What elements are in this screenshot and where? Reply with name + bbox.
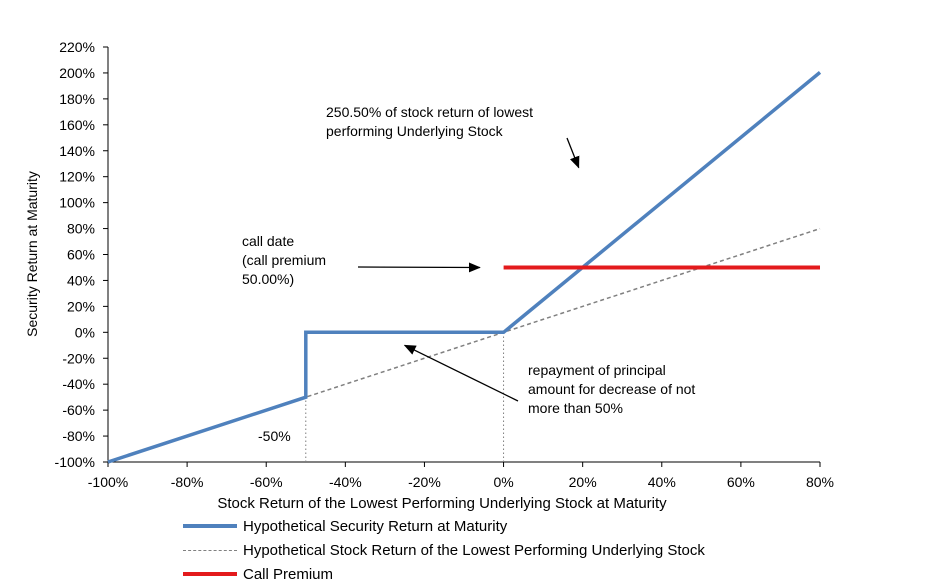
y-tick-label: -80% [62, 428, 95, 444]
annotation-minus-50: -50% [258, 428, 291, 444]
annotation-line: call date [242, 233, 294, 249]
legend-label: Hypothetical Stock Return of the Lowest … [243, 542, 705, 559]
legend: Hypothetical Security Return at Maturity… [183, 514, 903, 586]
x-tick-label: 0% [493, 474, 513, 490]
legend-swatch-call-premium [183, 572, 237, 576]
y-tick-label: 60% [67, 247, 95, 263]
annotation-principal-repayment: repayment of principal amount for decreas… [528, 362, 695, 416]
annotation-line: (call premium [242, 252, 326, 268]
y-tick-label: -60% [62, 402, 95, 418]
x-tick-label: -20% [408, 474, 441, 490]
x-axis-title: Stock Return of the Lowest Performing Un… [217, 495, 667, 512]
reference-lines [306, 332, 504, 462]
y-axis-title: Security Return at Maturity [24, 171, 40, 337]
x-tick-label: -100% [88, 474, 128, 490]
x-tick-label: 20% [569, 474, 597, 490]
y-tick-label: 200% [59, 65, 95, 81]
y-tick-label: -100% [55, 454, 95, 470]
annotation-participation: 250.50% of stock return of lowest perform… [326, 104, 533, 139]
y-tick-label: 20% [67, 298, 95, 314]
y-tick-label: 40% [67, 272, 95, 288]
x-tick-label: 40% [648, 474, 676, 490]
y-tick-label: -20% [62, 350, 95, 366]
annotation-line: performing Underlying Stock [326, 123, 504, 139]
annotation-arrow [405, 345, 518, 401]
x-tick-label: 80% [806, 474, 834, 490]
annotation-line: 50.00%) [242, 271, 294, 287]
legend-item-call-premium: Call Premium [183, 562, 903, 586]
x-tick-label: -60% [250, 474, 283, 490]
y-tick-label: 0% [75, 324, 95, 340]
annotation-line: repayment of principal [528, 362, 666, 378]
annotation-line: more than 50% [528, 400, 623, 416]
payoff-chart: -100% -80% -60% -40% -20% 0% 20% 40% 60% 80% 100% 1… [0, 0, 940, 515]
y-tick-label: -40% [62, 376, 95, 392]
legend-label: Call Premium [243, 566, 333, 583]
x-tick-label: 60% [727, 474, 755, 490]
annotation-call-date: call date (call premium 50.00%) [242, 233, 326, 287]
y-tick-label: 180% [59, 91, 95, 107]
legend-swatch-stock-return [183, 550, 237, 551]
x-tick-label: -80% [171, 474, 204, 490]
legend-label: Hypothetical Security Return at Maturity [243, 518, 507, 535]
y-tick-label: 100% [59, 195, 95, 211]
y-axis: -100% -80% -60% -40% -20% 0% 20% 40% 60% 80% 100% 1… [55, 39, 108, 470]
legend-item-security-return: Hypothetical Security Return at Maturity [183, 514, 903, 538]
x-axis: -100% -80% -60% -40% -20% 0% 20% 40% 60% 80% [88, 462, 834, 490]
x-tick-label: -40% [329, 474, 362, 490]
annotation-line: 250.50% of stock return of lowest [326, 104, 533, 120]
y-tick-label: 220% [59, 39, 95, 55]
legend-item-stock-return: Hypothetical Stock Return of the Lowest … [183, 538, 903, 562]
annotation-line: -50% [258, 428, 291, 444]
annotation-arrow [567, 138, 579, 168]
y-tick-label: 120% [59, 169, 95, 185]
y-tick-label: 140% [59, 143, 95, 159]
annotations: 250.50% of stock return of lowest perform… [242, 104, 695, 444]
legend-swatch-security-return [183, 524, 237, 528]
annotation-line: amount for decrease of not [528, 381, 695, 397]
y-tick-label: 80% [67, 221, 95, 237]
y-tick-label: 160% [59, 117, 95, 133]
